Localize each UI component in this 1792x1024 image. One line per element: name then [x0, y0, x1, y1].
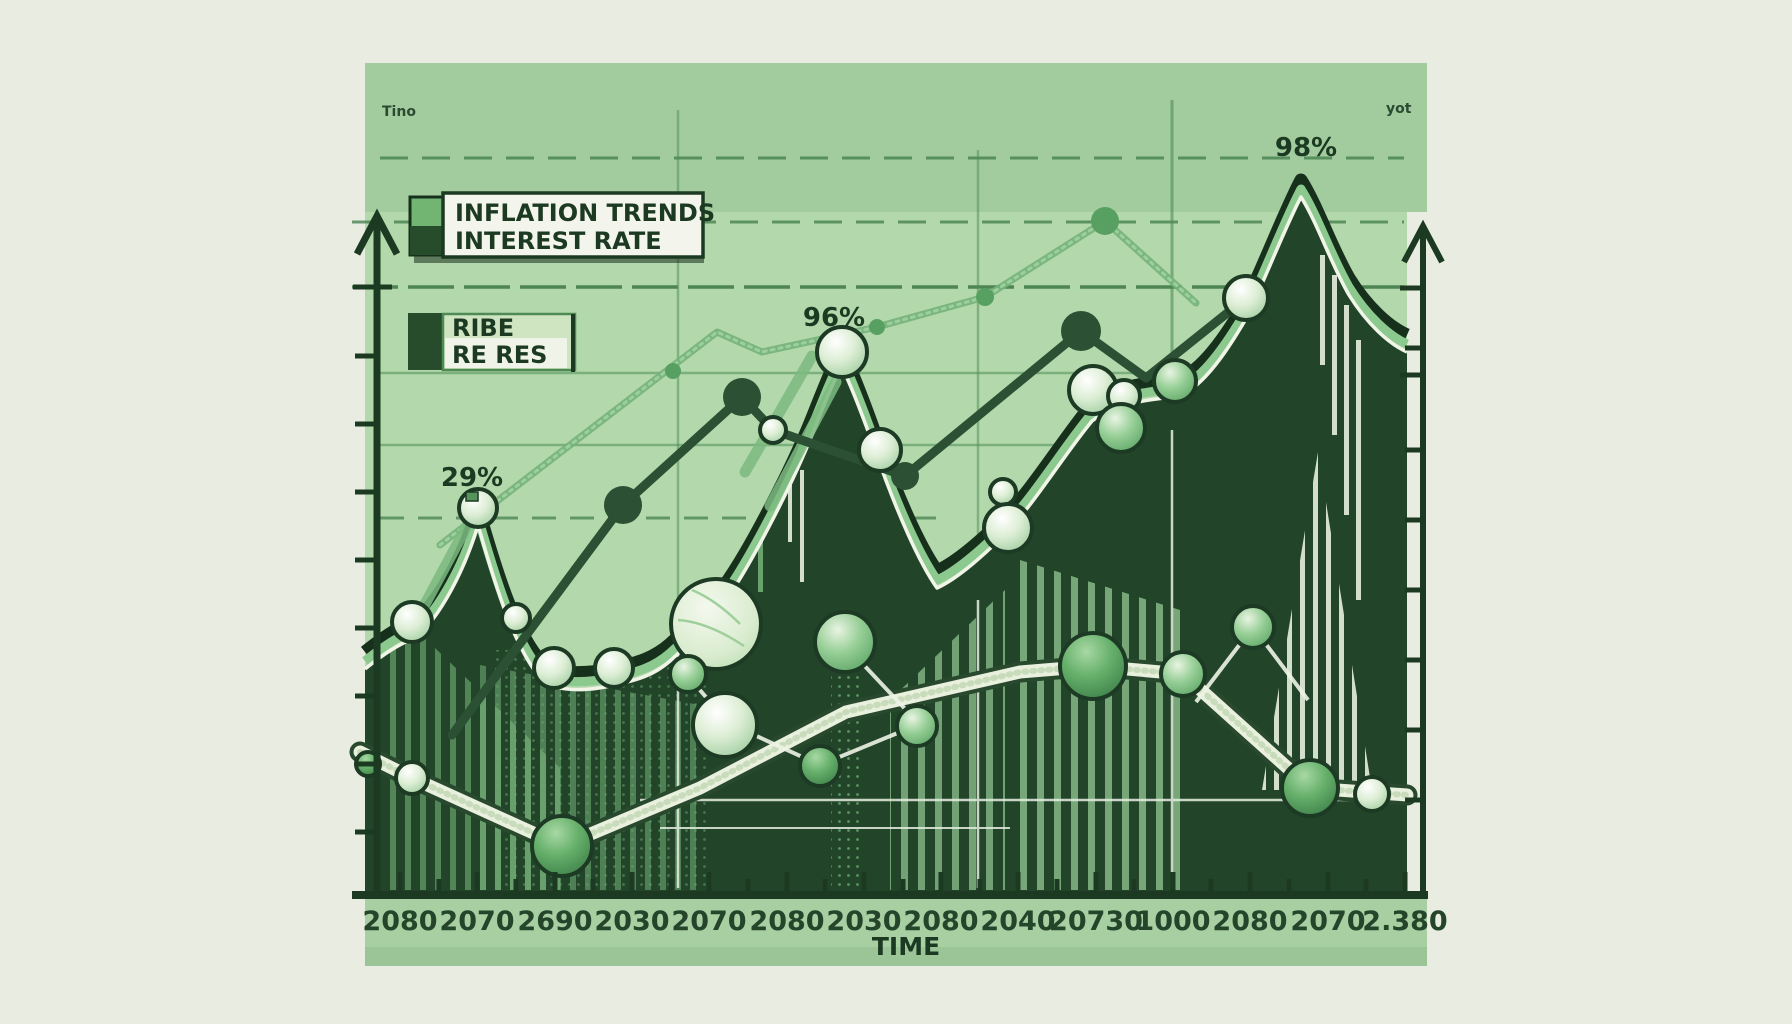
legend-entry-inflation: INFLATION TRENDS INTEREST RATE: [408, 191, 715, 263]
x-axis-label: 20730: [1049, 906, 1143, 937]
x-axis-ticks: [397, 872, 1408, 892]
y-axis-right-arrow-icon: [1401, 219, 1445, 264]
x-axis: [352, 872, 1428, 899]
data-point-balls: [354, 274, 1391, 878]
y-axis-left: [353, 208, 401, 897]
x-axis-title: TIME: [872, 932, 940, 961]
bottom-strip: [365, 947, 1427, 966]
legend-swatch-ribe: [408, 313, 443, 370]
annotations: 29% 96% 98%: [441, 133, 1337, 502]
legend-label-box: [441, 191, 705, 259]
x-axis-label: 2080: [362, 906, 437, 937]
x-axis-label: 2690: [517, 906, 592, 937]
legend: INFLATION TRENDS INTEREST RATE RIBE RE R…: [408, 191, 715, 372]
x-axis-label: 2080: [903, 906, 978, 937]
interest-rate-line: [447, 293, 1251, 740]
x-axis-label: 2080: [749, 906, 824, 937]
annotation-98: 98%: [1275, 133, 1337, 163]
legend-label-line2: INTEREST RATE: [455, 227, 662, 255]
legend-entry-ribe: RIBE RE RES: [408, 312, 577, 372]
annotation-29: 29%: [441, 463, 503, 493]
top-banner: [365, 63, 1427, 212]
x-axis-label: 2070: [1290, 906, 1365, 937]
x-axis-label: 2070: [671, 906, 746, 937]
legend-ribe-line1: RIBE: [452, 314, 514, 342]
x-axis-labels: 2080 2070 2690 2030 2070 2080 2030 2080 …: [362, 906, 1447, 937]
corner-label-right: yot: [1386, 101, 1412, 117]
x-axis-label: 2040: [980, 906, 1055, 937]
corner-label-left: Tino: [382, 104, 416, 120]
y-axis-right: [1400, 219, 1445, 897]
legend-label-line1: INFLATION TRENDS: [455, 199, 715, 227]
x-axis-label: 2030: [826, 906, 901, 937]
legend-ribe-line2: RE RES: [452, 341, 547, 369]
x-axis-label: 2070: [439, 906, 514, 937]
x-axis-label: 1000: [1135, 906, 1210, 937]
y-axis-arrow-icon: [353, 208, 401, 256]
lower-band-line: [349, 655, 1418, 857]
x-axis-label: 2.380: [1362, 906, 1447, 937]
x-axis-label: 2080: [1212, 906, 1287, 937]
interest-rate-markers: [604, 311, 1101, 524]
grid-ball: [669, 577, 763, 671]
x-axis-label: 2030: [594, 906, 669, 937]
x-axis-strip: [365, 895, 1427, 947]
annotation-96: 96%: [803, 303, 865, 333]
dotted-line-markers: [665, 207, 1119, 379]
